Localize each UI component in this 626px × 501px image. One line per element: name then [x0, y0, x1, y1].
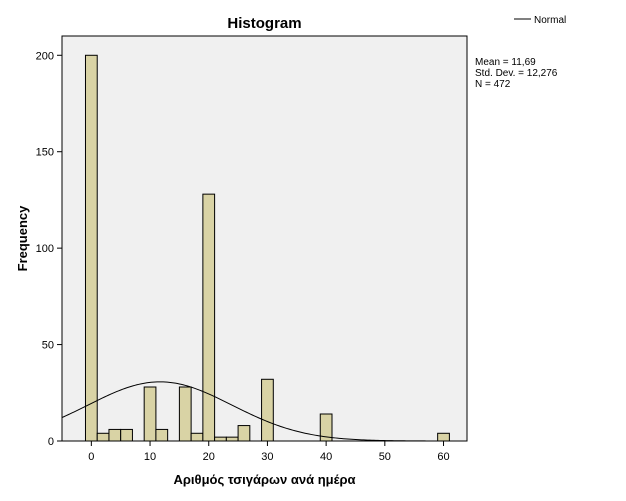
histogram-bar: [96, 432, 110, 442]
x-tick-label: 30: [261, 451, 273, 463]
x-tick-label: 20: [203, 451, 215, 463]
plot-area: [61, 35, 468, 442]
stat-std-dev: Std. Dev. = 12,276: [475, 68, 558, 79]
histogram-bar: [202, 193, 216, 442]
y-tick-label: 0: [48, 436, 54, 448]
y-tick-label: 50: [42, 340, 54, 352]
x-axis-title: Αριθμός τσιγάρων ανά ημέρα: [174, 472, 356, 487]
histogram-bar: [178, 386, 192, 442]
y-axis-title: Frequency: [15, 205, 30, 272]
histogram-bar: [225, 436, 239, 442]
y-tick-label: 200: [36, 50, 54, 62]
stat-mean: Mean = 11,69: [475, 57, 536, 68]
histogram-bar: [108, 428, 122, 442]
y-tick-label: 100: [36, 243, 54, 255]
histogram-bar: [155, 428, 169, 442]
x-tick-label: 0: [88, 451, 94, 463]
histogram-bar: [261, 378, 274, 442]
histogram-bar: [237, 425, 251, 442]
x-tick-label: 40: [320, 451, 332, 463]
histogram-bar: [120, 428, 133, 442]
histogram-bar: [84, 54, 98, 442]
histogram-bar: [437, 432, 450, 442]
y-tick-label: 150: [36, 147, 54, 159]
stat-n: N = 472: [475, 79, 511, 90]
histogram-bar: [214, 436, 227, 442]
x-tick-label: 50: [379, 451, 391, 463]
histogram-bar: [143, 386, 157, 442]
x-tick-label: 10: [144, 451, 156, 463]
histogram-bar: [190, 432, 204, 442]
legend-normal-label: Normal: [534, 15, 566, 26]
axes-layer: 0 50 100 150 200 0 10 20 30 40 50 60: [36, 50, 450, 463]
chart-title: Histogram: [227, 15, 301, 32]
x-tick-label: 60: [437, 451, 449, 463]
normal-curve-line: [61, 381, 467, 442]
